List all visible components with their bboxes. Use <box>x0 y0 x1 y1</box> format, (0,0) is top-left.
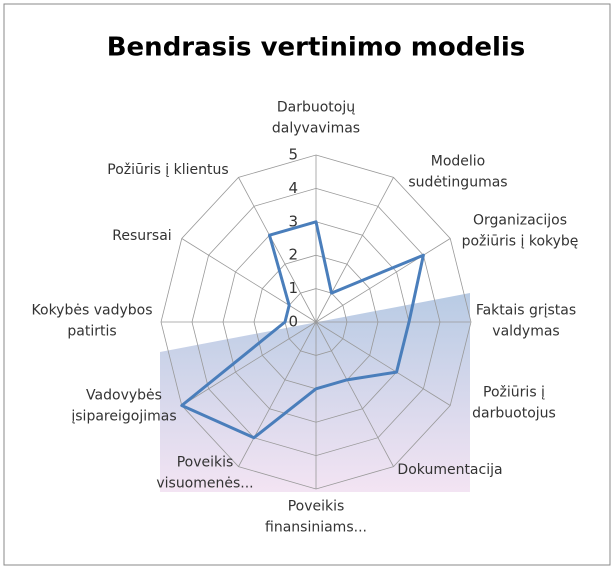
category-label: Poveikis finansiniams... <box>265 499 367 536</box>
category-label: Požiūris į klientus <box>107 162 228 178</box>
tick-label: 2 <box>288 246 298 264</box>
spoke <box>315 321 451 406</box>
tick-label: 3 <box>288 212 298 230</box>
category-label: Vadovybės įsipareigojimas <box>71 388 176 425</box>
category-label: Modelio sudėtingumas <box>408 154 507 191</box>
tick-label: 5 <box>288 146 298 164</box>
tick-label: 0 <box>288 313 298 331</box>
category-label: Darbuotojų dalyvavimas <box>272 100 360 137</box>
spoke <box>238 321 317 467</box>
chart-title: Bendrasis vertinimo modelis <box>107 33 526 63</box>
category-label: Požiūris į darbuotojus <box>472 385 556 422</box>
category-label: Kokybės vadybos patirtis <box>32 303 153 340</box>
spoke <box>315 177 394 323</box>
spoke <box>315 238 451 323</box>
spoke <box>181 238 317 323</box>
category-label: Faktais grįstas valdymas <box>476 303 576 340</box>
spoke <box>238 177 317 323</box>
spoke <box>181 321 317 406</box>
category-label: Organizacijos požiūris į kokybę <box>462 213 579 250</box>
spoke <box>315 321 394 467</box>
series-line <box>180 220 425 440</box>
tick-label: 4 <box>288 179 298 197</box>
plot-background <box>160 293 470 492</box>
category-label: Resursai <box>112 228 171 244</box>
category-label: Dokumentacija <box>397 462 502 478</box>
tick-label: 1 <box>288 279 298 297</box>
category-label: Poveikis visuomenės... <box>156 455 253 492</box>
